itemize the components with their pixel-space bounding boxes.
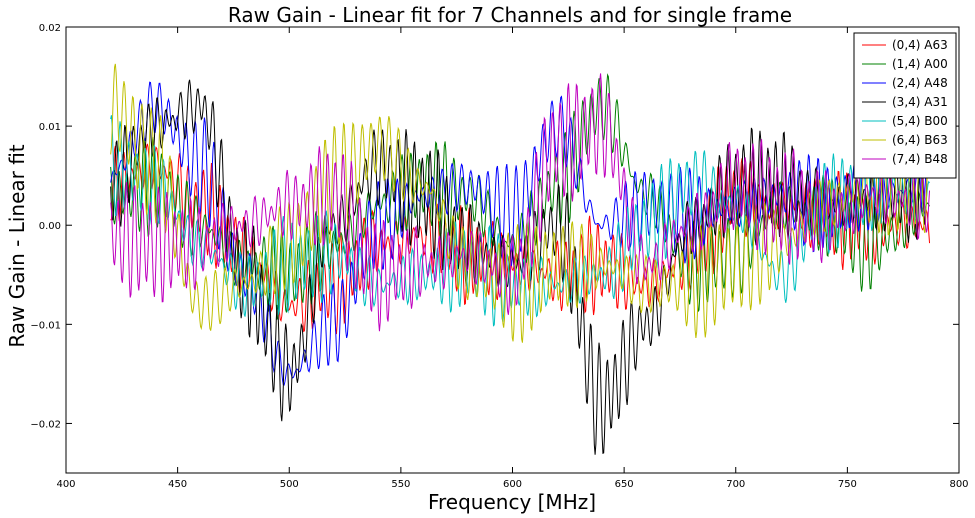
series-layer — [110, 63, 931, 455]
y-tick-label: 0.00 — [39, 221, 61, 232]
series-line-6 — [110, 73, 931, 332]
chart-title: Raw Gain - Linear fit for 7 Channels and… — [228, 3, 792, 27]
legend-label: (1,4) A00 — [892, 57, 948, 71]
x-tick-label: 500 — [280, 479, 299, 490]
x-tick-label: 800 — [949, 479, 968, 490]
x-tick-label: 750 — [838, 479, 857, 490]
legend-label: (0,4) A63 — [892, 38, 948, 52]
y-tick-label: 0.01 — [39, 122, 61, 133]
series-line-3 — [110, 79, 931, 455]
legend-box — [853, 32, 957, 179]
x-tick-label: 700 — [726, 479, 745, 490]
x-tick-label: 600 — [503, 479, 522, 490]
y-axis-label: Raw Gain - Linear fit — [5, 144, 29, 347]
y-tick-label: 0.02 — [39, 23, 61, 34]
x-tick-label: 650 — [615, 479, 634, 490]
legend-label: (5,4) B00 — [892, 114, 948, 128]
x-tick-label: 550 — [391, 479, 410, 490]
legend-label: (2,4) A48 — [892, 76, 948, 90]
legend-label: (7,4) B48 — [892, 152, 948, 166]
x-axis-label: Frequency [MHz] — [428, 490, 596, 514]
legend-label: (3,4) A31 — [892, 95, 948, 109]
series-line-5 — [110, 63, 930, 343]
legend: (0,4) A63 (1,4) A00 (2,4) A48 (3,4) A31 (5,4… — [853, 32, 957, 179]
ticks-layer: 400 450 500 550 600 650 700 750 800 −0.02 −0.01 0.0… — [30, 23, 968, 490]
y-tick-label: −0.01 — [30, 320, 61, 331]
y-tick-label: −0.02 — [30, 419, 61, 430]
x-tick-label: 400 — [56, 479, 75, 490]
legend-label: (6,4) B63 — [892, 133, 948, 147]
x-tick-label: 450 — [168, 479, 187, 490]
